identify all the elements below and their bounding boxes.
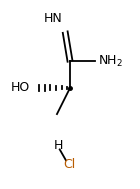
Text: H: H bbox=[54, 139, 63, 152]
Text: HN: HN bbox=[44, 12, 62, 25]
Text: HO: HO bbox=[11, 81, 30, 94]
Text: NH$_2$: NH$_2$ bbox=[98, 53, 123, 69]
Text: Cl: Cl bbox=[63, 158, 75, 171]
